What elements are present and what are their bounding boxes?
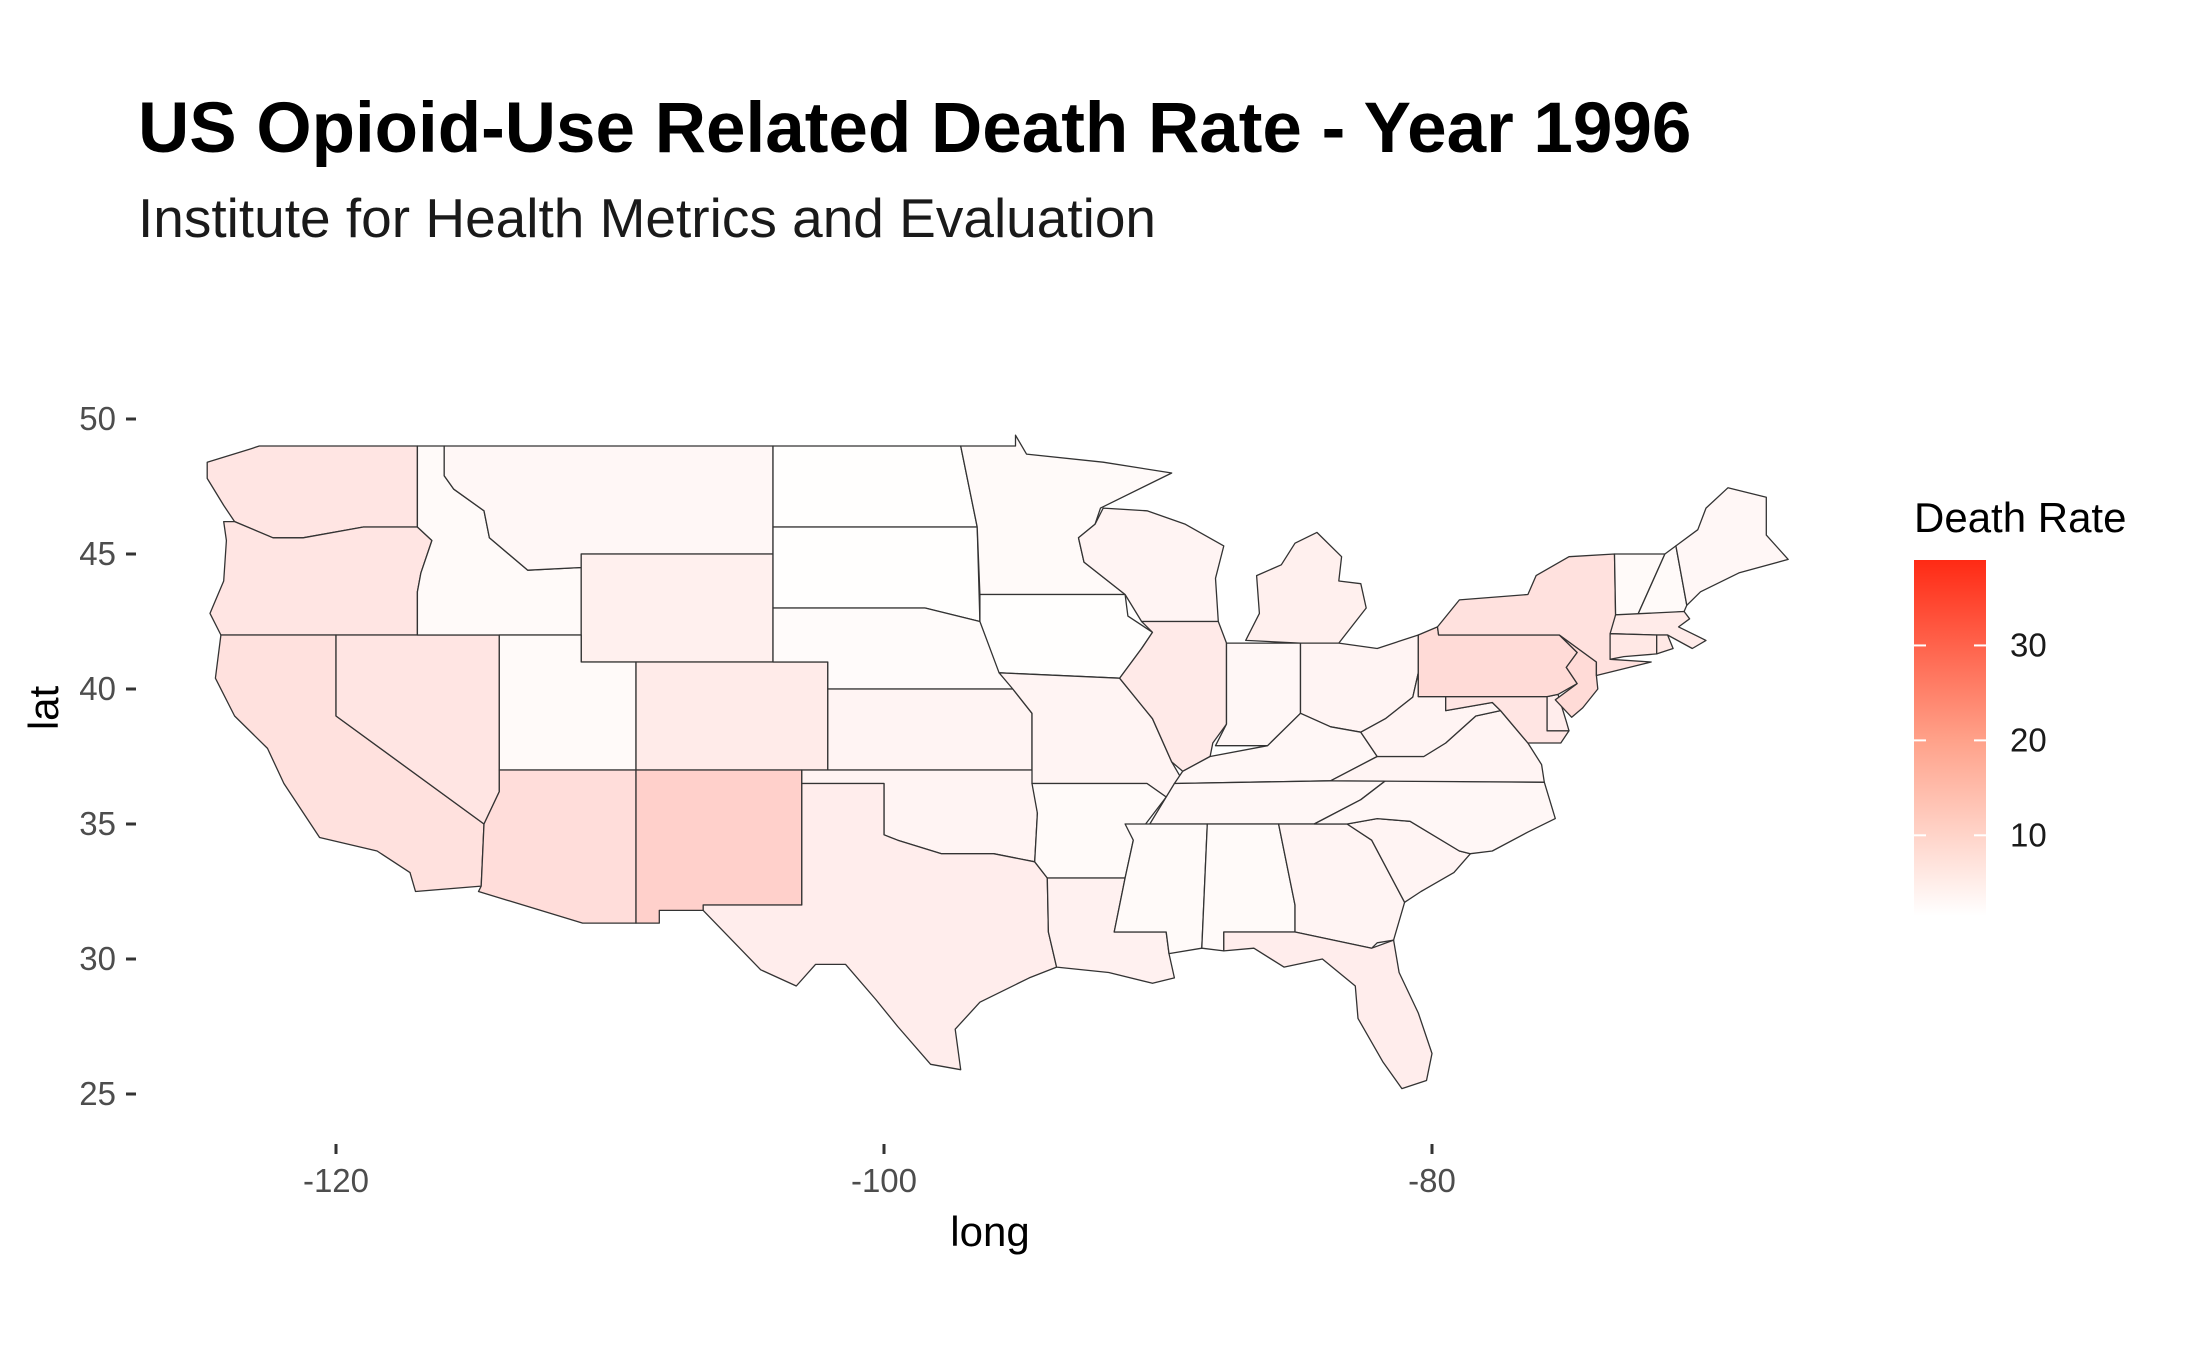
state-iowa: [979, 593, 1154, 679]
state-michigan: [1245, 531, 1367, 644]
state-oregon: [209, 520, 433, 636]
x-axis: -120 -100 -80: [303, 1144, 1456, 1199]
legend-tick-label: 30: [2010, 626, 2047, 663]
x-tick-label: -100: [851, 1162, 917, 1199]
x-tick-label: -120: [303, 1162, 369, 1199]
state-pennsylvania: [1417, 626, 1578, 698]
legend-colorbar: [1914, 560, 1986, 916]
state-kansas: [827, 688, 1033, 771]
x-tick-label: -80: [1408, 1162, 1456, 1199]
color-legend: Death Rate 10 20 30: [1914, 494, 2126, 916]
y-axis: 25 30 35 40 45 50: [79, 400, 136, 1112]
state-new-hampshire: [1636, 545, 1688, 616]
state-florida: [1223, 931, 1433, 1090]
y-tick-label: 35: [79, 805, 116, 842]
y-tick-label: 30: [79, 940, 116, 977]
state-rhode-island: [1656, 634, 1674, 655]
legend-title: Death Rate: [1914, 494, 2126, 541]
state-texas: [702, 782, 1058, 1071]
y-tick-label: 25: [79, 1075, 116, 1112]
state-colorado: [635, 661, 829, 771]
state-polygons: [206, 434, 1789, 1090]
state-connecticut: [1609, 633, 1658, 660]
legend-ticks: 10 20 30: [1914, 626, 2047, 853]
chart-subtitle: Institute for Health Metrics and Evaluat…: [138, 187, 1157, 249]
state-south-dakota: [772, 526, 981, 623]
chart-title: US Opioid-Use Related Death Rate - Year …: [138, 89, 1692, 168]
x-axis-title: long: [950, 1208, 1029, 1255]
y-tick-label: 50: [79, 400, 116, 437]
y-tick-label: 40: [79, 670, 116, 707]
state-north-dakota: [772, 445, 978, 528]
legend-tick-label: 10: [2010, 816, 2047, 853]
state-wyoming: [580, 553, 774, 663]
state-maine: [1675, 487, 1789, 606]
legend-tick-label: 20: [2010, 721, 2047, 758]
y-tick-label: 45: [79, 535, 116, 572]
state-new-mexico: [635, 769, 803, 924]
state-arizona: [477, 769, 637, 924]
y-axis-title: lat: [20, 685, 67, 730]
